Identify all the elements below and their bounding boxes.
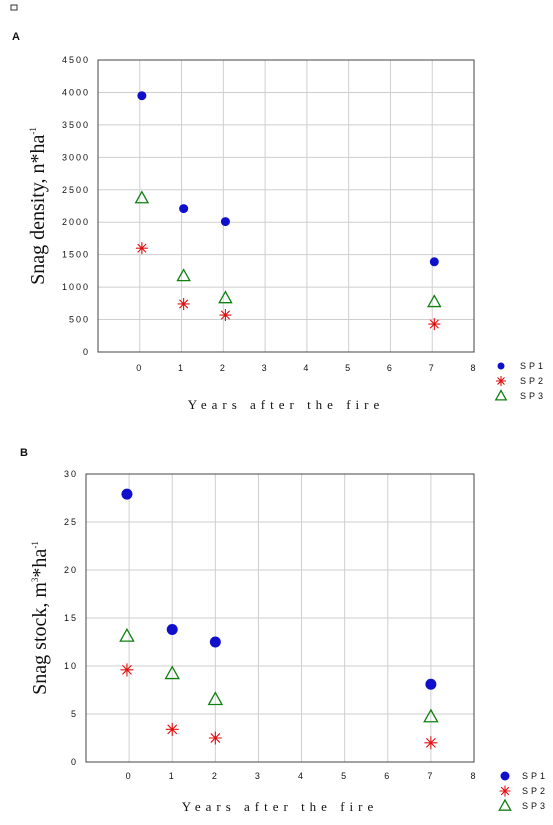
legend-label-sp2: SP2 <box>520 376 546 386</box>
x-tick-label: 6 <box>387 363 394 373</box>
data-point-sp2 <box>136 242 148 254</box>
legend-marker-sp2 <box>500 786 511 797</box>
data-point-sp3 <box>428 296 440 307</box>
legend-marker-sp2 <box>496 376 506 386</box>
data-point-sp3 <box>219 292 231 303</box>
data-point-sp3 <box>120 629 133 641</box>
grid-b <box>86 474 474 762</box>
y-tick-label: 20 <box>64 565 78 575</box>
data-point-sp2 <box>209 732 222 745</box>
data-point-sp1 <box>425 679 436 690</box>
data-point-sp1 <box>121 489 132 500</box>
data-point-sp1 <box>137 91 146 100</box>
panel-label-a: A <box>12 31 20 43</box>
x-tick-label: 7 <box>427 771 434 781</box>
data-point-sp2 <box>166 723 179 736</box>
x-tick-label: 4 <box>303 363 310 373</box>
data-point-sp1 <box>167 624 178 635</box>
x-tick-label: 3 <box>255 771 262 781</box>
x-tick-label: 1 <box>178 363 185 373</box>
x-tick-label: 5 <box>345 363 352 373</box>
legend-marker-sp1 <box>498 363 505 370</box>
y-tick-label: 2500 <box>62 185 90 195</box>
y-tick-label: 4500 <box>62 55 90 65</box>
x-tick-label: 6 <box>384 771 391 781</box>
y-tick-label: 3000 <box>62 152 90 162</box>
panel-a: A 0 1 2 3 4 5 6 7 8 0 500 1000 1500 2000 2500 3000 3500 4… <box>12 31 546 412</box>
x-tick-label: 2 <box>220 363 227 373</box>
x-tick-label: 1 <box>169 771 176 781</box>
data-point-sp3 <box>177 270 189 281</box>
y-tick-label: 5 <box>71 709 78 719</box>
plot-frame-a <box>98 60 474 352</box>
y-tick-label: 3500 <box>62 120 90 130</box>
y-tick-label: 25 <box>64 517 78 527</box>
legend-label-sp1: SP1 <box>520 361 546 371</box>
y-tick-label: 500 <box>69 315 90 325</box>
corner-marker <box>11 5 17 10</box>
x-tick-label: 0 <box>126 771 133 781</box>
panel-label-b: B <box>20 447 28 459</box>
y-tick-label: 4000 <box>62 87 90 97</box>
legend-label-sp1: SP1 <box>522 771 548 781</box>
x-tick-label: 2 <box>212 771 219 781</box>
data-point-sp1 <box>179 204 188 213</box>
legend-marker-sp1 <box>501 772 510 781</box>
y-tick-label: 2000 <box>62 217 90 227</box>
grid-a <box>98 60 474 352</box>
legend-label-sp3: SP3 <box>520 391 546 401</box>
y-tick-label: 10 <box>64 661 78 671</box>
data-point-sp1 <box>221 217 230 226</box>
y-tick-label: 0 <box>83 347 90 357</box>
x-axis-label-b: Years after the fire <box>182 799 379 814</box>
data-point-sp2 <box>120 663 133 676</box>
y-tick-label: 15 <box>64 613 78 623</box>
legend-b: SP1 SP2 SP3 <box>499 771 548 811</box>
data-point-sp3 <box>136 192 148 203</box>
y-tick-label: 1500 <box>62 250 90 260</box>
legend-label-sp2: SP2 <box>522 786 548 796</box>
x-tick-label: 7 <box>429 363 436 373</box>
x-tick-label: 8 <box>470 363 477 373</box>
x-tick-label: 5 <box>341 771 348 781</box>
data-point-sp2 <box>424 736 437 749</box>
data-point-sp1 <box>210 637 221 648</box>
x-tick-label: 4 <box>298 771 305 781</box>
legend-a: SP1 SP2 SP3 <box>496 361 546 401</box>
data-point-sp2 <box>178 298 190 310</box>
legend-label-sp3: SP3 <box>522 801 548 811</box>
tick-labels-a: 0 1 2 3 4 5 6 7 8 0 500 1000 1500 2000 2500 3000 3500 400… <box>62 55 478 373</box>
legend-marker-sp3 <box>499 800 510 810</box>
panel-b: B 0 1 2 3 4 5 6 7 8 0 5 10 15 20 25 30 Years after the … <box>20 447 548 814</box>
y-tick-label: 0 <box>71 757 78 767</box>
tick-labels-b: 0 1 2 3 4 5 6 7 8 0 5 10 15 20 25 30 <box>64 469 478 781</box>
x-tick-label: 0 <box>136 363 143 373</box>
legend-marker-sp3 <box>496 391 506 400</box>
x-tick-label: 8 <box>470 771 477 781</box>
y-axis-label-a: Snag density, n*ha-1 <box>27 127 49 285</box>
x-tick-label: 3 <box>262 363 269 373</box>
y-axis-label-b: Snag stock, m3*ha-1 <box>29 541 51 695</box>
y-tick-label: 30 <box>64 469 78 479</box>
data-points-b <box>120 489 437 750</box>
y-tick-label: 1000 <box>62 282 90 292</box>
data-point-sp2 <box>219 309 231 321</box>
x-axis-label-a: Years after the fire <box>188 397 385 412</box>
data-point-sp1 <box>430 257 439 266</box>
